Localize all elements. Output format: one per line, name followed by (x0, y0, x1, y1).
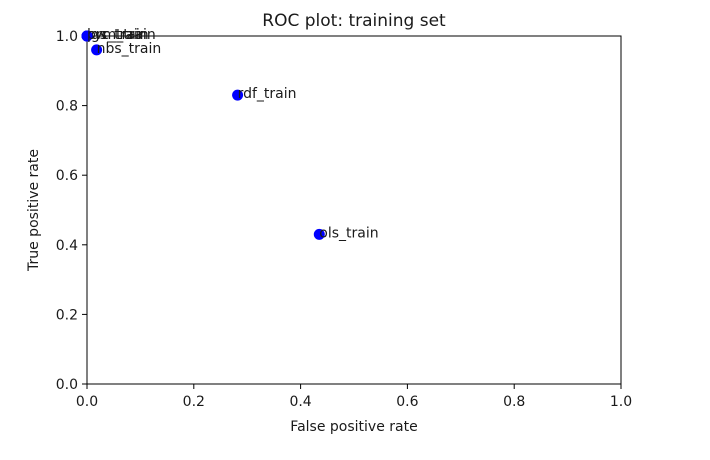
data-point-label: lgs_train (87, 27, 147, 43)
y-axis: 0.0 0.2 0.4 0.6 0.8 1.0 (56, 29, 87, 393)
x-tick-label: 0.6 (396, 394, 418, 410)
y-tick-label: 0.4 (56, 238, 78, 254)
x-tick-label: 0.0 (76, 394, 98, 410)
x-tick-label: 1.0 (610, 394, 632, 410)
y-tick-label: 0.8 (56, 99, 78, 115)
data-point (313, 228, 325, 240)
x-axis-label: False positive rate (290, 419, 417, 435)
data-point-label: prc_train (87, 27, 149, 43)
data-point (232, 89, 244, 101)
x-tick-label: 0.2 (183, 394, 205, 410)
axes-frame (86, 35, 622, 385)
data-point (81, 30, 93, 42)
data-points: ols_train rdf_train nbs_trainlgs_trainsvm_… (81, 27, 379, 241)
y-tick-label: 0.0 (56, 377, 78, 393)
x-tick-label: 0.4 (289, 394, 311, 410)
plot-area (86, 35, 622, 385)
data-point-label: ols_train (319, 225, 378, 241)
data-point-label: nbs_train (97, 41, 162, 57)
y-tick-label: 0.6 (56, 168, 78, 184)
data-point-label: svm_train (87, 27, 156, 43)
x-tick-label: 0.8 (503, 394, 525, 410)
data-point (91, 44, 103, 56)
y-axis-label: True positive rate (26, 149, 42, 272)
data-point-label: rdf_train (238, 86, 297, 102)
chart-title: ROC plot: training set (262, 11, 446, 31)
y-tick-label: 1.0 (56, 29, 78, 45)
x-axis: 0.0 0.2 0.4 0.6 0.8 1.0 (76, 384, 632, 410)
y-tick-label: 0.2 (56, 307, 78, 323)
